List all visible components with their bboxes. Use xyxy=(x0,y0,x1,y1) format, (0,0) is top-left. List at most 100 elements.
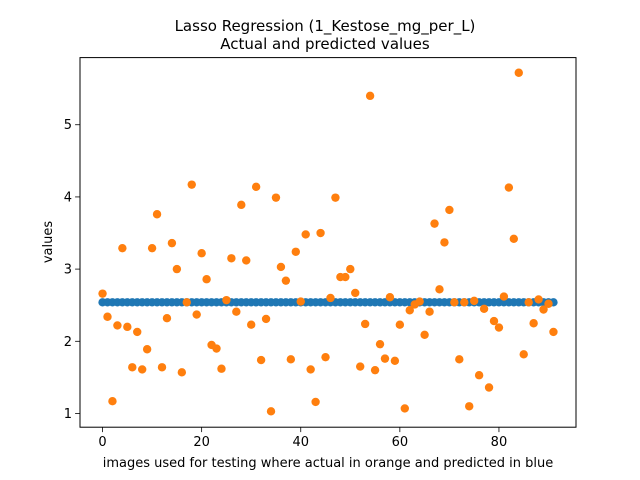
data-point xyxy=(509,234,519,243)
x-tick-label: 20 xyxy=(193,435,210,450)
data-point xyxy=(142,345,152,354)
plot-frame xyxy=(79,57,577,428)
data-point xyxy=(108,397,117,406)
data-point xyxy=(544,299,553,308)
data-point xyxy=(202,275,211,284)
data-point xyxy=(460,298,469,307)
data-point xyxy=(519,350,528,359)
data-point xyxy=(534,295,543,304)
data-point xyxy=(380,354,390,363)
data-point xyxy=(222,295,231,305)
data-point xyxy=(365,91,375,101)
data-point xyxy=(445,205,454,215)
x-tick-label: 80 xyxy=(491,435,508,450)
data-point xyxy=(316,228,325,238)
data-point xyxy=(197,249,206,258)
data-point xyxy=(375,339,385,349)
data-point xyxy=(182,298,191,307)
data-point xyxy=(118,243,127,253)
data-point xyxy=(455,355,464,364)
data-point xyxy=(232,307,241,316)
data-point xyxy=(177,368,187,377)
chart-title: Lasso Regression (1_Kestose_mg_per_L) xyxy=(175,17,476,36)
y-tick-label: 5 xyxy=(64,118,72,133)
data-point xyxy=(346,264,355,274)
data-point xyxy=(321,352,330,362)
data-point xyxy=(227,254,236,263)
data-point xyxy=(351,288,360,298)
data-point xyxy=(474,371,484,380)
data-point xyxy=(212,344,221,353)
data-point xyxy=(390,356,400,365)
y-tick-label: 4 xyxy=(64,190,72,205)
data-point xyxy=(385,293,395,302)
data-point xyxy=(291,247,300,256)
data-point xyxy=(360,319,370,329)
data-point xyxy=(167,238,177,248)
data-point xyxy=(425,307,434,316)
x-axis-ticks: 0 20 40 60 80 xyxy=(98,427,507,450)
data-point xyxy=(430,219,439,228)
data-point xyxy=(489,316,499,326)
data-point xyxy=(271,193,281,202)
data-point xyxy=(172,264,182,274)
y-tick-label: 3 xyxy=(64,263,72,278)
data-point xyxy=(504,183,514,192)
x-tick-label: 40 xyxy=(292,435,309,450)
data-point xyxy=(514,68,523,77)
data-point xyxy=(162,314,172,323)
data-point xyxy=(152,210,162,219)
data-point xyxy=(341,272,350,282)
data-point xyxy=(251,182,261,192)
data-point xyxy=(400,404,409,413)
data-point xyxy=(157,363,167,372)
data-point xyxy=(494,323,504,332)
data-point xyxy=(113,321,122,330)
data-point xyxy=(187,180,196,189)
data-point xyxy=(549,327,558,337)
data-point xyxy=(529,319,538,328)
data-point xyxy=(261,314,271,324)
x-tick-label: 60 xyxy=(392,435,409,450)
data-point xyxy=(326,293,335,303)
data-point xyxy=(395,320,405,329)
data-point xyxy=(301,230,310,239)
data-point xyxy=(133,327,142,337)
data-point xyxy=(356,362,365,371)
data-point xyxy=(276,262,286,272)
data-point xyxy=(281,276,291,285)
data-point xyxy=(217,364,226,373)
data-point xyxy=(147,243,157,253)
data-point xyxy=(370,365,380,375)
data-point xyxy=(484,383,494,392)
data-point xyxy=(296,297,305,306)
data-point xyxy=(98,289,107,298)
data-point xyxy=(306,365,315,374)
data-point xyxy=(242,256,251,265)
data-point xyxy=(420,330,429,339)
chart-subtitle: Actual and predicted values xyxy=(220,35,430,53)
data-point xyxy=(331,193,340,202)
data-point xyxy=(440,238,449,247)
y-tick-label: 2 xyxy=(64,335,72,350)
data-point xyxy=(286,355,296,364)
data-point xyxy=(450,298,459,307)
series-2 xyxy=(98,68,558,416)
data-point xyxy=(256,355,266,365)
data-point xyxy=(192,310,201,319)
data-point xyxy=(247,320,256,329)
x-tick-label: 0 xyxy=(98,435,106,450)
data-point xyxy=(415,297,424,306)
data-point xyxy=(103,312,112,321)
y-tick-label: 1 xyxy=(64,407,72,422)
data-point xyxy=(469,296,479,306)
y-axis-ticks: 1 2 3 4 5 xyxy=(64,118,80,422)
x-axis-label: images used for testing where actual in … xyxy=(103,456,554,471)
data-point xyxy=(405,306,414,315)
data-point xyxy=(435,285,444,294)
data-point xyxy=(311,397,320,407)
data-point xyxy=(479,304,489,314)
data-point xyxy=(524,298,533,307)
data-point xyxy=(137,365,147,374)
